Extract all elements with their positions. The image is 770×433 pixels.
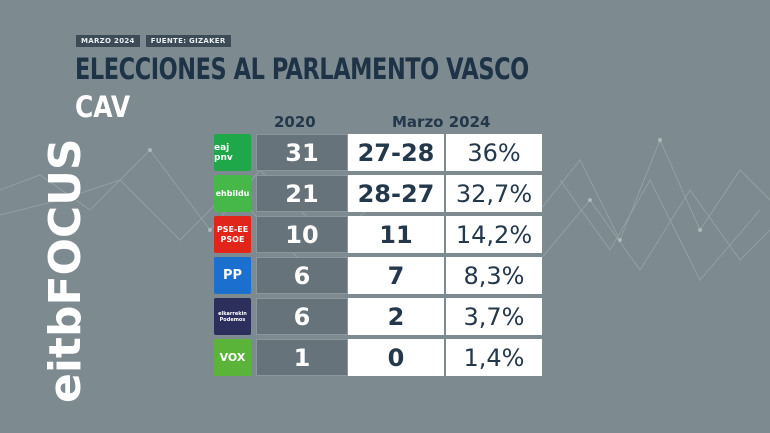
- pp-logo: PP: [214, 257, 251, 294]
- vote-percent: 32,7%: [446, 175, 542, 212]
- vote-percent: 3,7%: [446, 298, 542, 335]
- seats-2024: 11: [348, 216, 444, 253]
- column-header-2020: 2020: [274, 113, 316, 131]
- pse-logo: PSE-EE PSOE: [214, 216, 251, 253]
- page-subtitle: CAV: [75, 90, 131, 124]
- page-title: ELECCIONES AL PARLAMENTO VASCO: [75, 52, 529, 86]
- ehbildu-logo: ehbildu: [214, 175, 251, 212]
- vote-percent: 1,4%: [446, 339, 542, 376]
- seats-2020: 6: [256, 257, 348, 294]
- seats-2024: 7: [348, 257, 444, 294]
- meta-bar: MARZO 2024 FUENTE: GIZAKER: [76, 35, 231, 47]
- seats-2024: 0: [348, 339, 444, 376]
- podemos-logo: elkarrekin Podemos: [214, 298, 251, 335]
- seats-2024: 28-27: [348, 175, 444, 212]
- meta-source: FUENTE: GIZAKER: [145, 35, 231, 47]
- eitbfocus-logo: eitbFOCUS: [40, 138, 88, 403]
- seats-2020: 1: [256, 339, 348, 376]
- seats-2020: 21: [256, 175, 348, 212]
- seats-2020: 6: [256, 298, 348, 335]
- column-header-2024: Marzo 2024: [392, 113, 491, 131]
- vote-percent: 14,2%: [446, 216, 542, 253]
- seats-2020: 31: [256, 134, 348, 171]
- seats-2020: 10: [256, 216, 348, 253]
- vox-logo: VOX: [214, 339, 251, 376]
- seats-2024: 2: [348, 298, 444, 335]
- svg-text:eitbFOCUS: eitbFOCUS: [40, 138, 88, 403]
- seats-2024: 27-28: [348, 134, 444, 171]
- meta-date: MARZO 2024: [76, 35, 140, 47]
- pnv-logo: eaj pnv: [214, 134, 251, 171]
- vote-percent: 8,3%: [446, 257, 542, 294]
- vote-percent: 36%: [446, 134, 542, 171]
